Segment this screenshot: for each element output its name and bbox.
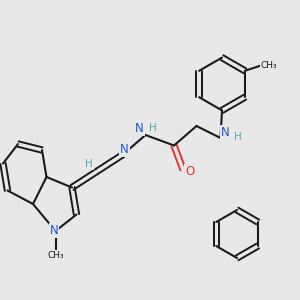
Text: CH₃: CH₃ [47,250,64,260]
Text: O: O [185,165,194,178]
Text: H: H [234,131,242,142]
Text: H: H [85,159,93,170]
Text: N: N [135,122,144,135]
Text: CH₃: CH₃ [261,61,277,70]
Text: N: N [120,142,129,156]
Text: H: H [149,123,157,134]
Text: N: N [50,224,58,237]
Text: N: N [220,126,230,139]
